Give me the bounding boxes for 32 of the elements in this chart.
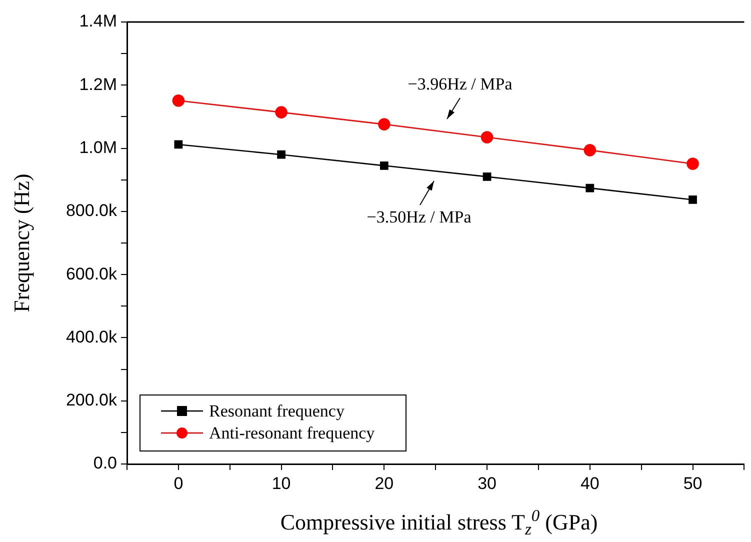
- point: [275, 106, 288, 118]
- point: [172, 94, 185, 107]
- y-tick-label: 400.0k: [66, 327, 118, 346]
- y-tick-label: 1.0M: [79, 138, 117, 157]
- y-tick-label: 200.0k: [66, 390, 118, 410]
- x-tick-label: 0: [174, 474, 184, 493]
- legend-label: Resonant frequency: [209, 401, 345, 420]
- x-tick-label: 20: [374, 474, 394, 493]
- x-tick-label: 40: [580, 474, 600, 493]
- point: [584, 144, 596, 156]
- x-tick-label: 50: [683, 474, 702, 493]
- point: [686, 158, 699, 170]
- point: [174, 140, 183, 149]
- point: [482, 172, 492, 181]
- point: [586, 184, 594, 192]
- point: [378, 118, 390, 130]
- point: [277, 150, 286, 159]
- point: [688, 196, 697, 204]
- y-tick-label: 0.0: [93, 454, 117, 473]
- y-tick-label: 1.2M: [79, 74, 117, 94]
- x-tick-label: 30: [478, 474, 496, 493]
- point: [480, 131, 494, 144]
- point: [380, 161, 388, 170]
- legend-label: Anti-resonant frequency: [209, 423, 376, 442]
- y-tick-label: 600.0k: [66, 264, 118, 284]
- x-axis-title: Compressive initial stress T$_{z}$$^{0}$ (GPa): [279, 506, 599, 540]
- y-axis-title: Frequency (Hz): [9, 174, 35, 312]
- y-tick-label: 800.0k: [66, 201, 118, 220]
- annotation: −3.50Hz / MPa: [366, 207, 472, 226]
- annotation: −3.96Hz / MPa: [408, 74, 513, 94]
- x-tick-label: 10: [272, 474, 291, 493]
- y-tick-label: 1.4M: [79, 12, 117, 31]
